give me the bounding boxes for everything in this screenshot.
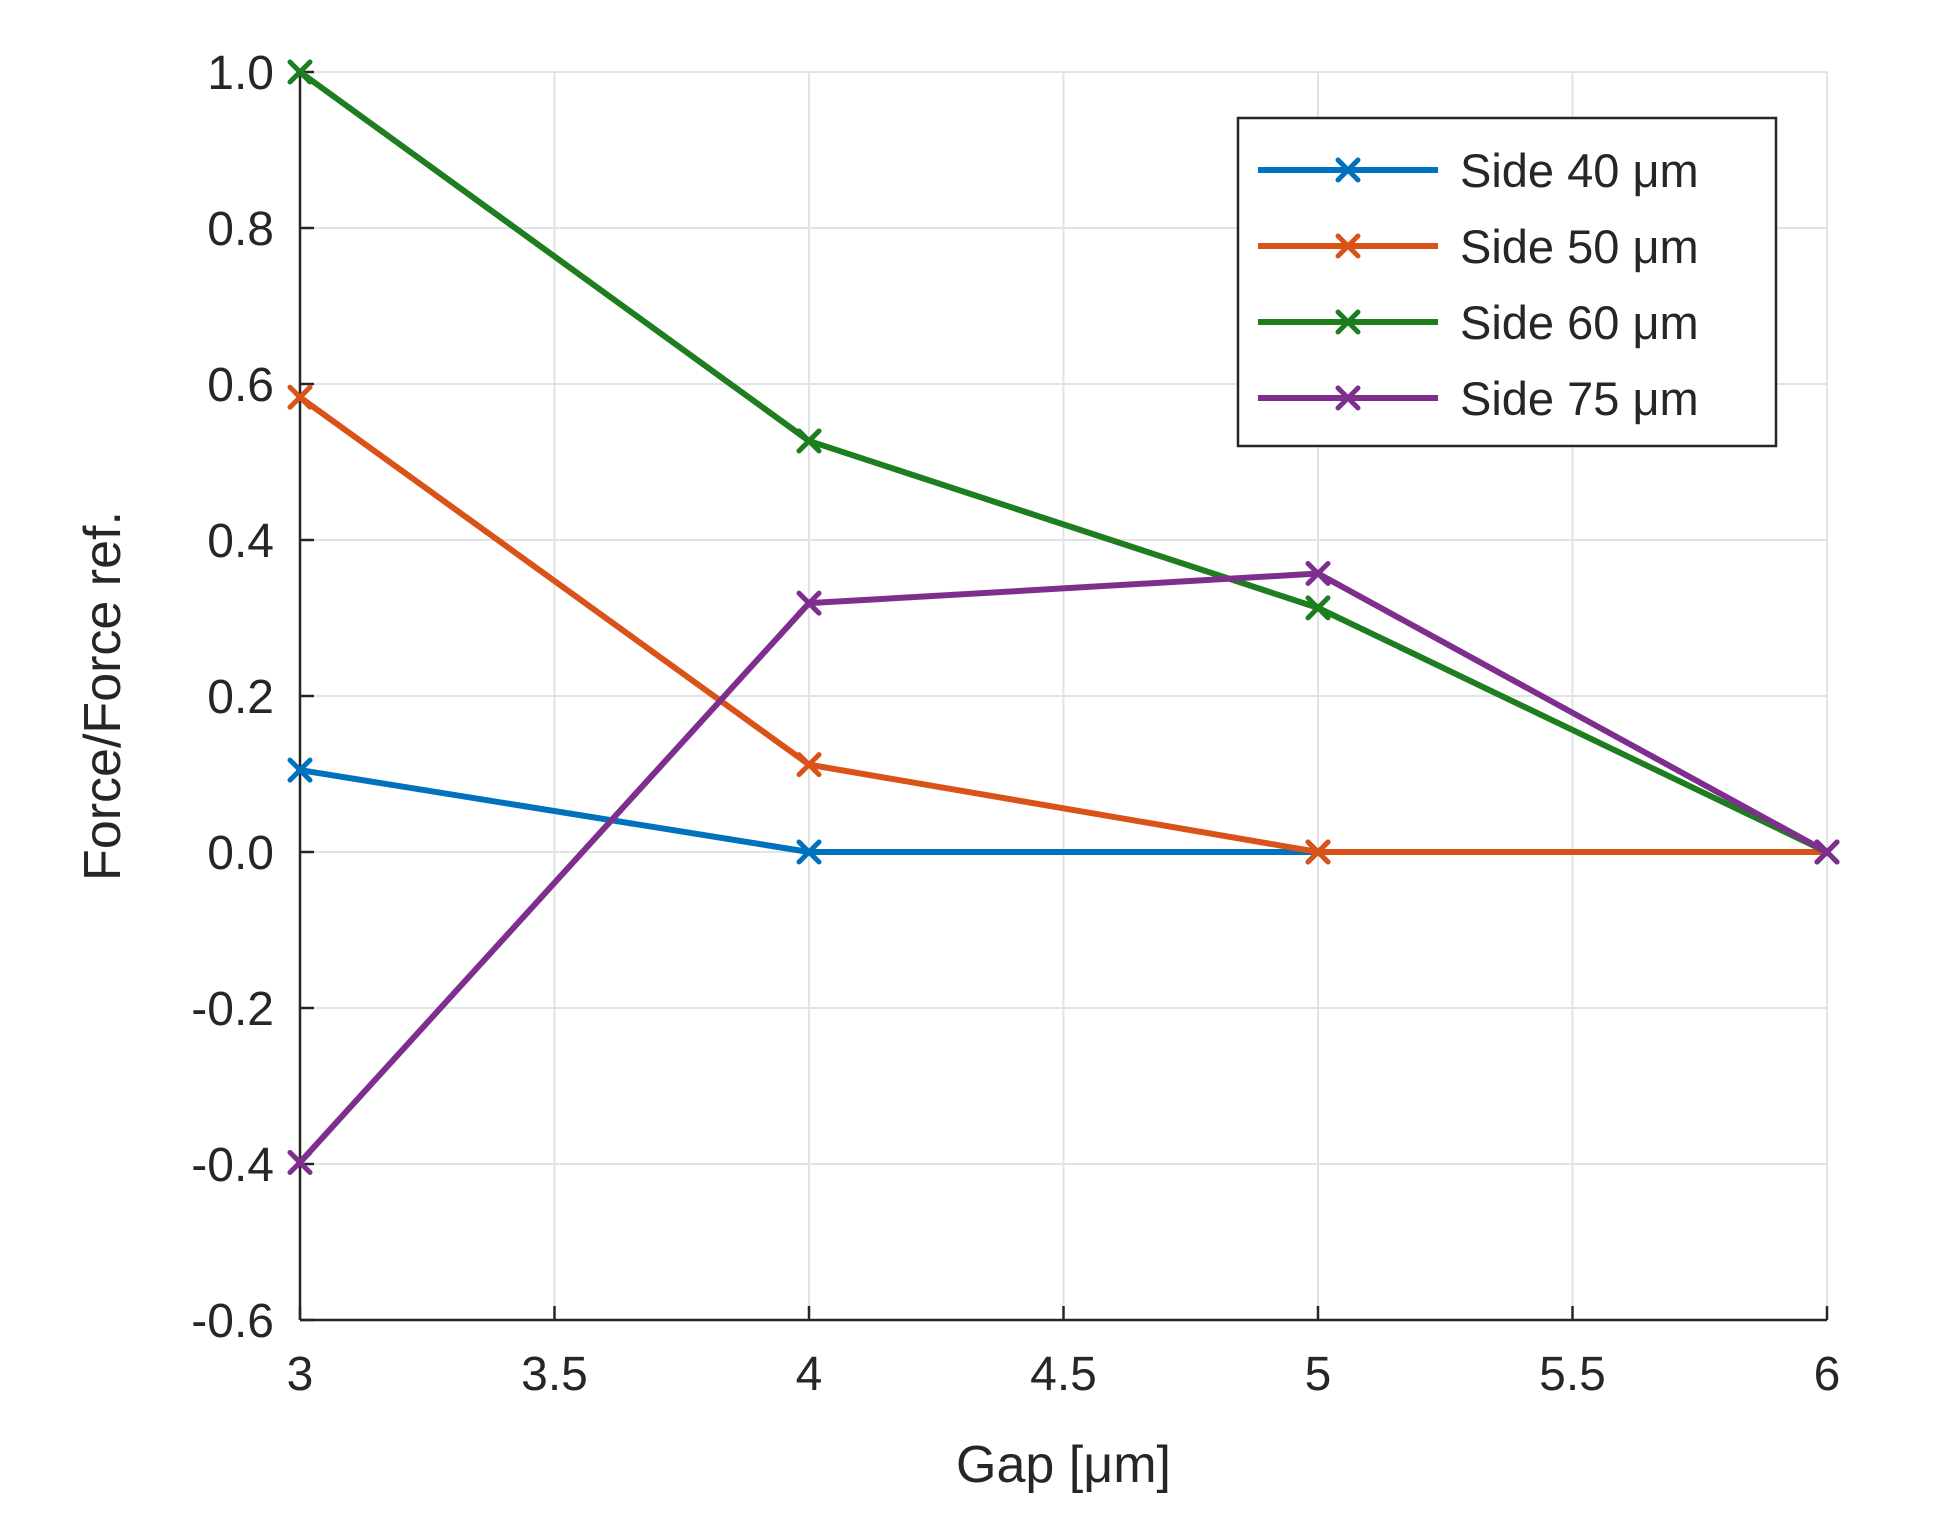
legend-item: Side 40 μm [1258, 144, 1699, 197]
legend-label: Side 60 μm [1460, 296, 1699, 349]
legend-marker [1335, 309, 1361, 335]
x-tick-label: 3 [287, 1348, 314, 1401]
marker-stroke [796, 839, 822, 865]
legend-label: Side 75 μm [1460, 372, 1699, 425]
data-point [1305, 839, 1331, 865]
data-point [1305, 595, 1331, 621]
x-tick-label: 3.5 [521, 1348, 588, 1401]
x-tick-label: 5 [1305, 1348, 1332, 1401]
marker-stroke [287, 384, 313, 410]
legend-item: Side 75 μm [1258, 372, 1699, 425]
marker-stroke [1335, 157, 1361, 183]
marker-stroke [796, 428, 822, 454]
marker-stroke [1814, 839, 1840, 865]
y-tick-label: 1.0 [207, 47, 274, 100]
y-tick-label: 0.8 [207, 203, 274, 256]
marker-stroke [1335, 385, 1361, 411]
series-line [298, 394, 1827, 855]
marker-stroke [796, 752, 822, 778]
data-point [796, 839, 822, 865]
legend-item: Side 50 μm [1258, 220, 1699, 273]
x-tick-label: 4.5 [1030, 1348, 1097, 1401]
data-point [796, 590, 822, 616]
y-tick-label: -0.2 [191, 983, 274, 1036]
y-tick-label: -0.6 [191, 1295, 274, 1348]
legend-marker [1335, 233, 1361, 259]
marker-stroke [287, 1149, 313, 1175]
x-tick-label: 6 [1814, 1348, 1841, 1401]
data-point [287, 757, 313, 783]
data-point [796, 428, 822, 454]
y-tick-label: -0.4 [191, 1139, 274, 1192]
axes: 3 3.5 4 4.5 5 5.5 6 -0.6 -0.4 -0.2 0.0 0.2 0.4 0.6 0.8… [191, 47, 1840, 1401]
series-line [298, 69, 1829, 855]
legend-label: Side 40 μm [1460, 144, 1699, 197]
x-tick-label: 4 [796, 1348, 823, 1401]
legend: Side 40 μm Side 50 μm Side 60 μm Side 75 μm [1236, 116, 1778, 448]
data-point [287, 59, 313, 85]
legend-marker [1335, 157, 1361, 183]
y-tick-label: 0.6 [207, 359, 274, 412]
x-tick-label: 5.5 [1539, 1348, 1606, 1401]
series-group [287, 59, 1840, 1175]
data-point [1814, 839, 1840, 865]
data-point [796, 752, 822, 778]
data-point [1305, 561, 1331, 587]
legend-label: Side 50 μm [1460, 220, 1699, 273]
marker-stroke [1305, 595, 1331, 621]
series-line [297, 570, 1829, 1165]
y-tick-label: 0.0 [207, 827, 274, 880]
marker-stroke [287, 757, 313, 783]
y-axis-label: Force/Force ref. [74, 511, 132, 881]
marker-stroke [1305, 839, 1331, 865]
y-tick-label: 0.4 [207, 515, 274, 568]
data-point [287, 384, 313, 410]
marker-stroke [1305, 561, 1331, 587]
data-point [287, 1149, 313, 1175]
marker-stroke [1335, 309, 1361, 335]
series-side-75-m [287, 561, 1840, 1175]
marker-stroke [1335, 233, 1361, 259]
legend-marker [1335, 385, 1361, 411]
marker-stroke [287, 59, 313, 85]
y-tick-label: 0.2 [207, 671, 274, 724]
marker-stroke [796, 590, 822, 616]
legend-item: Side 60 μm [1258, 296, 1699, 349]
x-axis-label: Gap [μm] [956, 1436, 1171, 1494]
